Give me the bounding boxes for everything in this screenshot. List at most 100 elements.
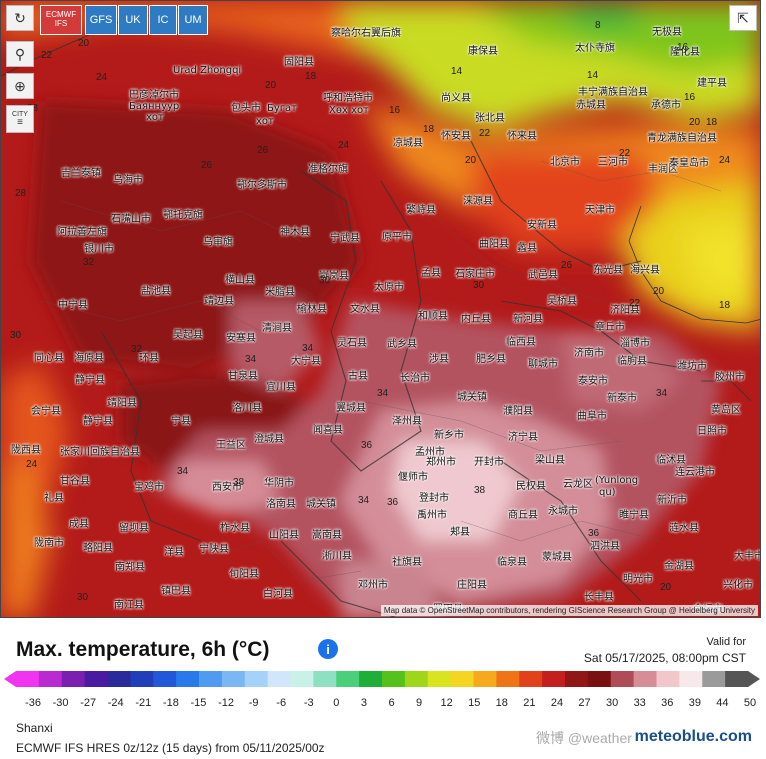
scale-swatch [244, 671, 269, 687]
model-tab-ic[interactable]: IC [149, 5, 177, 35]
place-label: 乌海市 [113, 175, 143, 186]
scale-swatch [336, 671, 360, 687]
scale-tick-label: 9 [416, 697, 423, 709]
scale-swatch [542, 671, 566, 687]
isotherm-label: 26 [201, 160, 213, 171]
place-label: 涉县 [429, 354, 449, 365]
place-label: 洛南县 [266, 499, 296, 510]
place-label: 临泉县 [497, 557, 527, 568]
isotherm-label: 38 [233, 477, 245, 488]
scale-tick-label: 39 [688, 697, 701, 709]
scale-arrow-left [4, 671, 16, 687]
place-label: 明光市 [623, 574, 653, 585]
isotherm-label: 20 [265, 80, 277, 91]
scale-swatch [61, 671, 86, 687]
scale-swatch [176, 671, 200, 687]
scale-swatch [38, 671, 63, 687]
place-label: 新河县 [513, 314, 543, 325]
scale-tick-label: -27 [80, 697, 97, 709]
place-label: 睢宁县 [619, 510, 649, 521]
place-label: 会宁县 [31, 406, 61, 417]
place-label: 曲阳县 [479, 239, 509, 250]
model-tab-label: UM [184, 14, 202, 26]
valid-time: Sat 05/17/2025, 08:00pm CST [583, 651, 746, 665]
place-label: 城关镇 [457, 392, 487, 403]
place-label: 丰宁满族自治县 [578, 87, 648, 98]
model-tab-uk[interactable]: UK [118, 5, 148, 35]
isotherm-label: 26 [561, 260, 573, 271]
place-label: 黄岛区 [711, 405, 741, 416]
location-button[interactable]: ⚲ [6, 41, 34, 67]
isotherm-label: 36 [387, 497, 399, 508]
isotherm-label: 36 [361, 440, 373, 451]
place-label: 吴桥县 [547, 296, 577, 307]
place-label: 城关镇 [306, 499, 336, 510]
place-label: 濮阳县 [503, 406, 533, 417]
place-label: 宁陕县 [199, 544, 229, 555]
place-label: 华阴市 [264, 478, 294, 489]
info-icon[interactable]: i [318, 639, 338, 659]
place-label: 临沭县 [656, 455, 686, 466]
place-label: 济宁县 [508, 432, 538, 443]
place-label: 胶州市 [715, 372, 745, 383]
place-label: 孟县 [421, 268, 441, 279]
place-label: 洋县 [164, 547, 184, 558]
scale-tick-label: -12 [218, 697, 234, 709]
isotherm-label: 38 [474, 485, 486, 496]
refresh-button[interactable]: ↻ [6, 5, 34, 31]
place-label: 梁山县 [535, 455, 565, 466]
isotherm-label: 34 [656, 388, 668, 399]
isotherm-label: 34 [358, 495, 370, 506]
place-label: Баяннуур [129, 101, 180, 112]
place-label: 曲阜市 [577, 411, 607, 422]
model-tab-gfs[interactable]: GFS [85, 5, 117, 35]
isotherm-label: 22 [629, 298, 641, 309]
place-label: 盐池县 [141, 286, 171, 297]
scale-swatch [107, 671, 131, 687]
zoom-button[interactable]: ⊕ [6, 73, 34, 99]
place-label: 古县 [348, 371, 368, 382]
scale-swatch [199, 671, 223, 687]
place-label: 内丘县 [461, 314, 491, 325]
place-label: 环县 [139, 353, 159, 364]
place-label: 洛川县 [232, 403, 262, 414]
place-label: 长丰县 [584, 592, 614, 603]
place-label: 阿拉善左旗 [57, 227, 107, 238]
forecast-map[interactable]: Urad Zhongqi 巴彦淖尔市 Баяннуур хот 包头市 Бугат хот 固… [0, 0, 761, 618]
zoom-icon: ⊕ [14, 77, 26, 94]
scale-tick-label: 24 [550, 697, 564, 709]
place-label: 安塞县 [226, 333, 256, 344]
scale-swatch [610, 671, 635, 687]
isotherm-label: 34 [377, 388, 389, 399]
isotherm-label: 32 [83, 257, 95, 268]
scale-tick-label: 27 [578, 697, 591, 709]
place-label: 山阳县 [269, 530, 299, 541]
share-button[interactable]: ⇱ [729, 5, 757, 31]
place-label: 清涧县 [262, 323, 292, 334]
place-label: 陇南市 [34, 538, 64, 549]
place-label: (Yunlong [595, 475, 639, 486]
place-label: 潍坊市 [677, 361, 707, 372]
place-label: 郏县 [450, 527, 470, 538]
place-label: 甘泉县 [228, 371, 258, 382]
place-label: 蒙城县 [542, 552, 572, 563]
place-label: 白河县 [263, 589, 293, 600]
scale-swatch [587, 671, 612, 687]
isotherm-label: 24 [26, 459, 38, 470]
place-label: 新泰市 [607, 393, 637, 404]
model-tab-um[interactable]: UM [178, 5, 208, 35]
scale-swatch [656, 671, 680, 687]
model-tab-ecmwf[interactable]: ECMWF IFS [40, 5, 82, 35]
map-attribution: Map data © OpenStreetMap contributors, r… [380, 605, 758, 616]
scale-tick-label: -6 [276, 697, 287, 709]
place-label: 吉兰泰镇 [61, 168, 101, 179]
isotherm-label: 20 [78, 38, 90, 49]
place-label: 静宁县 [75, 375, 105, 386]
place-label: 中宁县 [58, 300, 88, 311]
place-label: 康保县 [468, 46, 498, 57]
city-toggle-button[interactable]: CITY ≡ [6, 105, 34, 133]
model-tab-sublabel: IFS [54, 19, 68, 28]
place-label: 偃师市 [398, 472, 428, 483]
scale-tick-label: 15 [468, 697, 481, 709]
isotherm-label: 24 [338, 140, 350, 151]
